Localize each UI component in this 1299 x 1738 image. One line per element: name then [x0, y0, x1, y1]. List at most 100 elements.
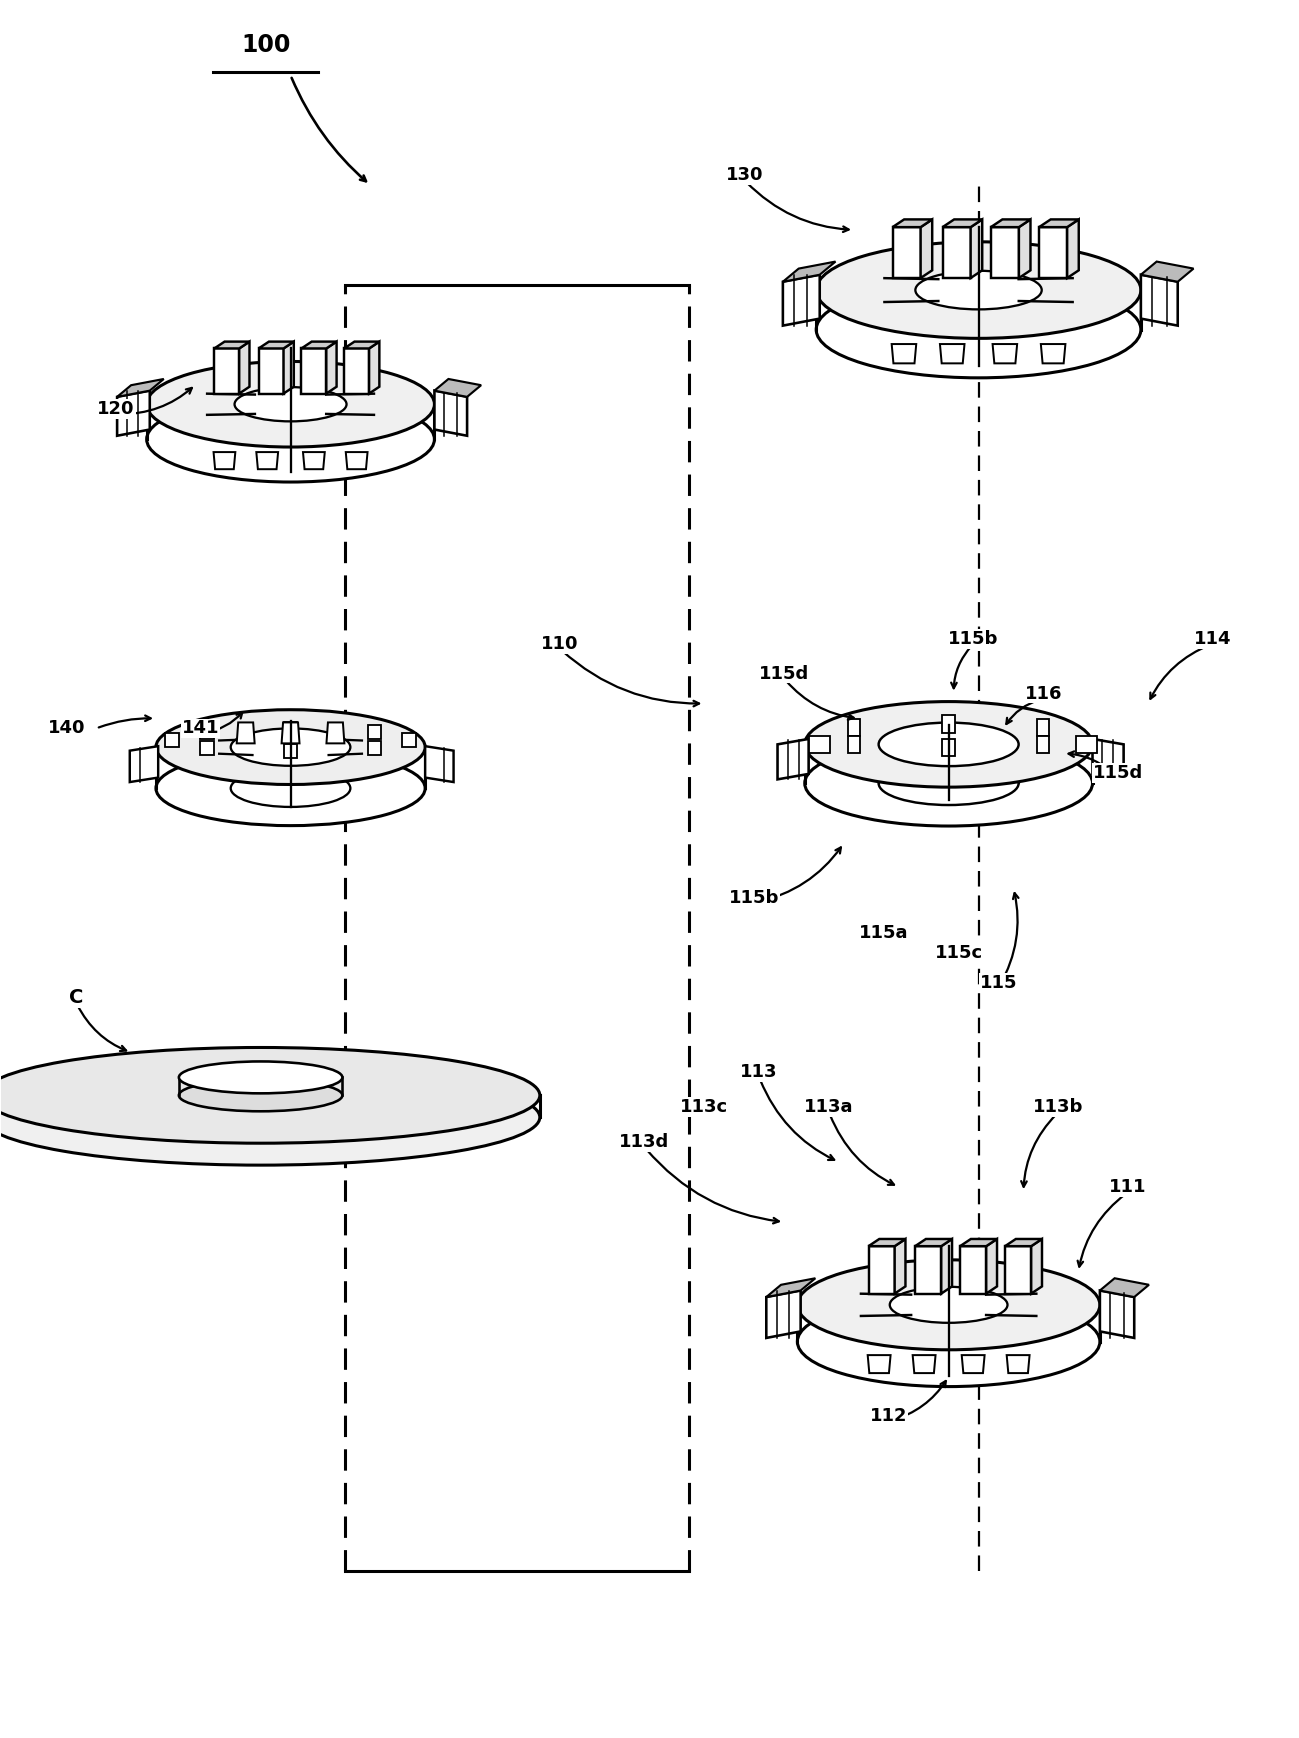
- Polygon shape: [1100, 1291, 1134, 1338]
- Ellipse shape: [231, 770, 351, 806]
- Polygon shape: [1092, 739, 1124, 779]
- Polygon shape: [848, 720, 860, 737]
- Text: 112: 112: [870, 1408, 908, 1425]
- Polygon shape: [434, 379, 481, 396]
- Text: 110: 110: [540, 634, 578, 653]
- Polygon shape: [326, 723, 344, 744]
- Polygon shape: [344, 342, 379, 348]
- Polygon shape: [117, 391, 149, 436]
- Text: 113b: 113b: [1033, 1098, 1083, 1116]
- Ellipse shape: [147, 396, 434, 481]
- Ellipse shape: [890, 1286, 1008, 1323]
- Text: 100: 100: [240, 33, 290, 57]
- Polygon shape: [766, 1277, 816, 1297]
- Polygon shape: [895, 1239, 905, 1293]
- Text: 140: 140: [48, 720, 84, 737]
- Polygon shape: [1141, 275, 1178, 325]
- Polygon shape: [434, 391, 468, 436]
- Polygon shape: [960, 1246, 986, 1293]
- Text: 141: 141: [182, 720, 220, 737]
- Text: C: C: [69, 989, 83, 1006]
- Ellipse shape: [916, 271, 1042, 309]
- Polygon shape: [213, 452, 235, 469]
- Polygon shape: [1018, 219, 1030, 278]
- Polygon shape: [1007, 1356, 1030, 1373]
- Text: 115: 115: [979, 973, 1017, 992]
- Polygon shape: [991, 219, 1030, 228]
- Text: 113c: 113c: [681, 1098, 729, 1116]
- Text: 113: 113: [740, 1064, 778, 1081]
- Polygon shape: [239, 342, 249, 393]
- Text: 115d: 115d: [1092, 765, 1143, 782]
- Ellipse shape: [816, 282, 1141, 377]
- Polygon shape: [960, 1239, 998, 1246]
- Text: 115b: 115b: [948, 629, 999, 648]
- Polygon shape: [942, 1239, 952, 1293]
- Polygon shape: [200, 725, 213, 739]
- Polygon shape: [117, 379, 164, 396]
- Text: 116: 116: [1025, 685, 1063, 702]
- Polygon shape: [891, 344, 916, 363]
- Text: 130: 130: [725, 167, 763, 184]
- Ellipse shape: [878, 723, 1018, 766]
- Ellipse shape: [156, 751, 425, 826]
- Polygon shape: [1031, 1239, 1042, 1293]
- Polygon shape: [369, 342, 379, 393]
- Text: 113a: 113a: [804, 1098, 853, 1116]
- Polygon shape: [848, 735, 860, 753]
- Polygon shape: [283, 744, 297, 758]
- Polygon shape: [943, 228, 970, 278]
- Text: 115b: 115b: [729, 888, 779, 907]
- Text: 113d: 113d: [620, 1133, 670, 1151]
- Polygon shape: [942, 739, 955, 756]
- Ellipse shape: [816, 242, 1141, 339]
- Polygon shape: [868, 1356, 891, 1373]
- Polygon shape: [1068, 219, 1078, 278]
- Ellipse shape: [0, 1069, 540, 1164]
- Ellipse shape: [231, 728, 351, 766]
- Polygon shape: [1039, 219, 1078, 228]
- Polygon shape: [200, 740, 213, 754]
- Polygon shape: [214, 348, 239, 393]
- Ellipse shape: [798, 1297, 1100, 1387]
- Polygon shape: [368, 740, 381, 754]
- Polygon shape: [869, 1246, 895, 1293]
- Polygon shape: [970, 219, 982, 278]
- Polygon shape: [942, 716, 955, 733]
- Polygon shape: [940, 344, 964, 363]
- Polygon shape: [1141, 262, 1194, 282]
- Polygon shape: [1037, 720, 1050, 737]
- Ellipse shape: [0, 1048, 540, 1144]
- Polygon shape: [214, 342, 249, 348]
- Polygon shape: [303, 452, 325, 469]
- Polygon shape: [165, 733, 179, 747]
- Polygon shape: [892, 228, 921, 278]
- Ellipse shape: [798, 1260, 1100, 1350]
- Polygon shape: [256, 452, 278, 469]
- Polygon shape: [869, 1239, 905, 1246]
- Polygon shape: [921, 219, 933, 278]
- Ellipse shape: [805, 740, 1092, 826]
- Polygon shape: [344, 348, 369, 393]
- Polygon shape: [943, 219, 982, 228]
- Text: 114: 114: [1194, 629, 1231, 648]
- Text: 111: 111: [1109, 1178, 1147, 1196]
- Text: 115d: 115d: [759, 664, 809, 683]
- Polygon shape: [992, 344, 1017, 363]
- Polygon shape: [346, 452, 368, 469]
- Ellipse shape: [235, 388, 347, 421]
- Ellipse shape: [156, 709, 425, 784]
- Polygon shape: [808, 735, 830, 753]
- Polygon shape: [425, 746, 453, 782]
- Polygon shape: [913, 1356, 935, 1373]
- Polygon shape: [1037, 735, 1050, 753]
- Ellipse shape: [147, 362, 434, 447]
- Polygon shape: [130, 746, 158, 782]
- Polygon shape: [961, 1356, 985, 1373]
- Polygon shape: [1039, 228, 1068, 278]
- Polygon shape: [914, 1246, 942, 1293]
- Polygon shape: [778, 739, 809, 779]
- Polygon shape: [914, 1239, 952, 1246]
- Polygon shape: [403, 733, 416, 747]
- Text: 120: 120: [97, 400, 135, 419]
